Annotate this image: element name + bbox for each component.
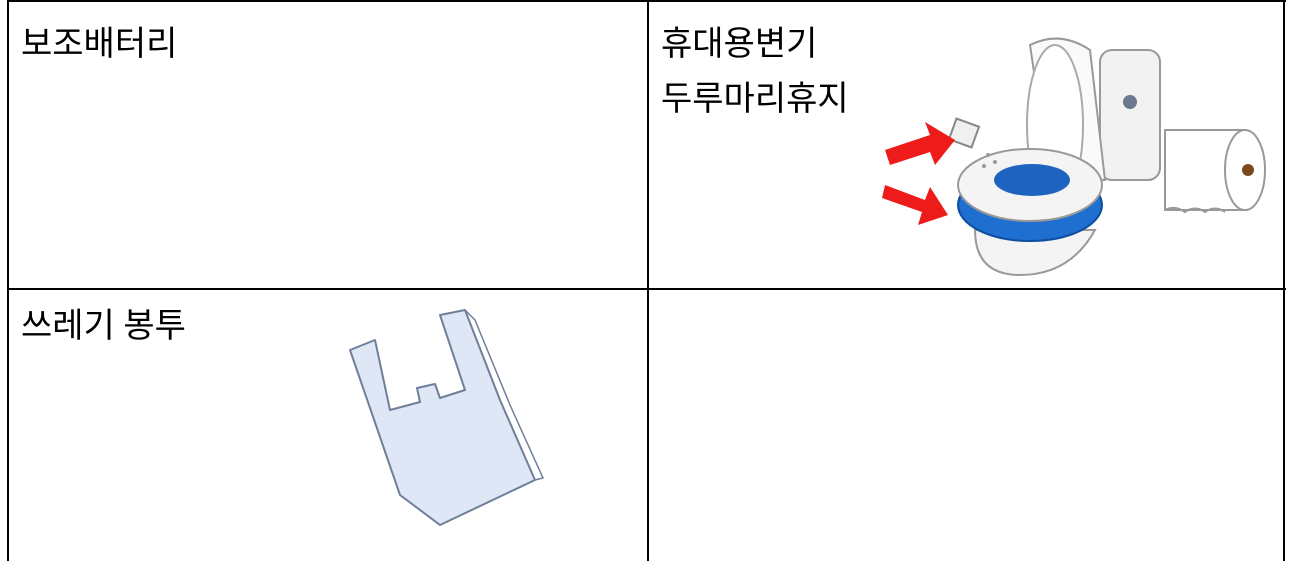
bag-illustration bbox=[349, 309, 545, 526]
table-border bbox=[7, 0, 1286, 2]
table-border bbox=[1283, 0, 1285, 561]
table-cell: 보조배터리 bbox=[9, 2, 647, 288]
table-cell bbox=[649, 290, 1283, 561]
toilet-illustration bbox=[882, 37, 1266, 277]
table-cell: 휴대용변기 두루마리휴지 bbox=[649, 2, 1283, 288]
table-border bbox=[7, 288, 1286, 290]
cell-text: 두루마리휴지 bbox=[661, 81, 849, 118]
cell-text: 휴대용변기 bbox=[661, 26, 818, 63]
cell-text: 쓰레기 봉투 bbox=[21, 308, 186, 345]
table-cell: 쓰레기 봉투 bbox=[9, 290, 647, 561]
table-border bbox=[647, 0, 649, 561]
cell-text: 보조배터리 bbox=[21, 26, 178, 63]
table-border bbox=[7, 0, 9, 561]
